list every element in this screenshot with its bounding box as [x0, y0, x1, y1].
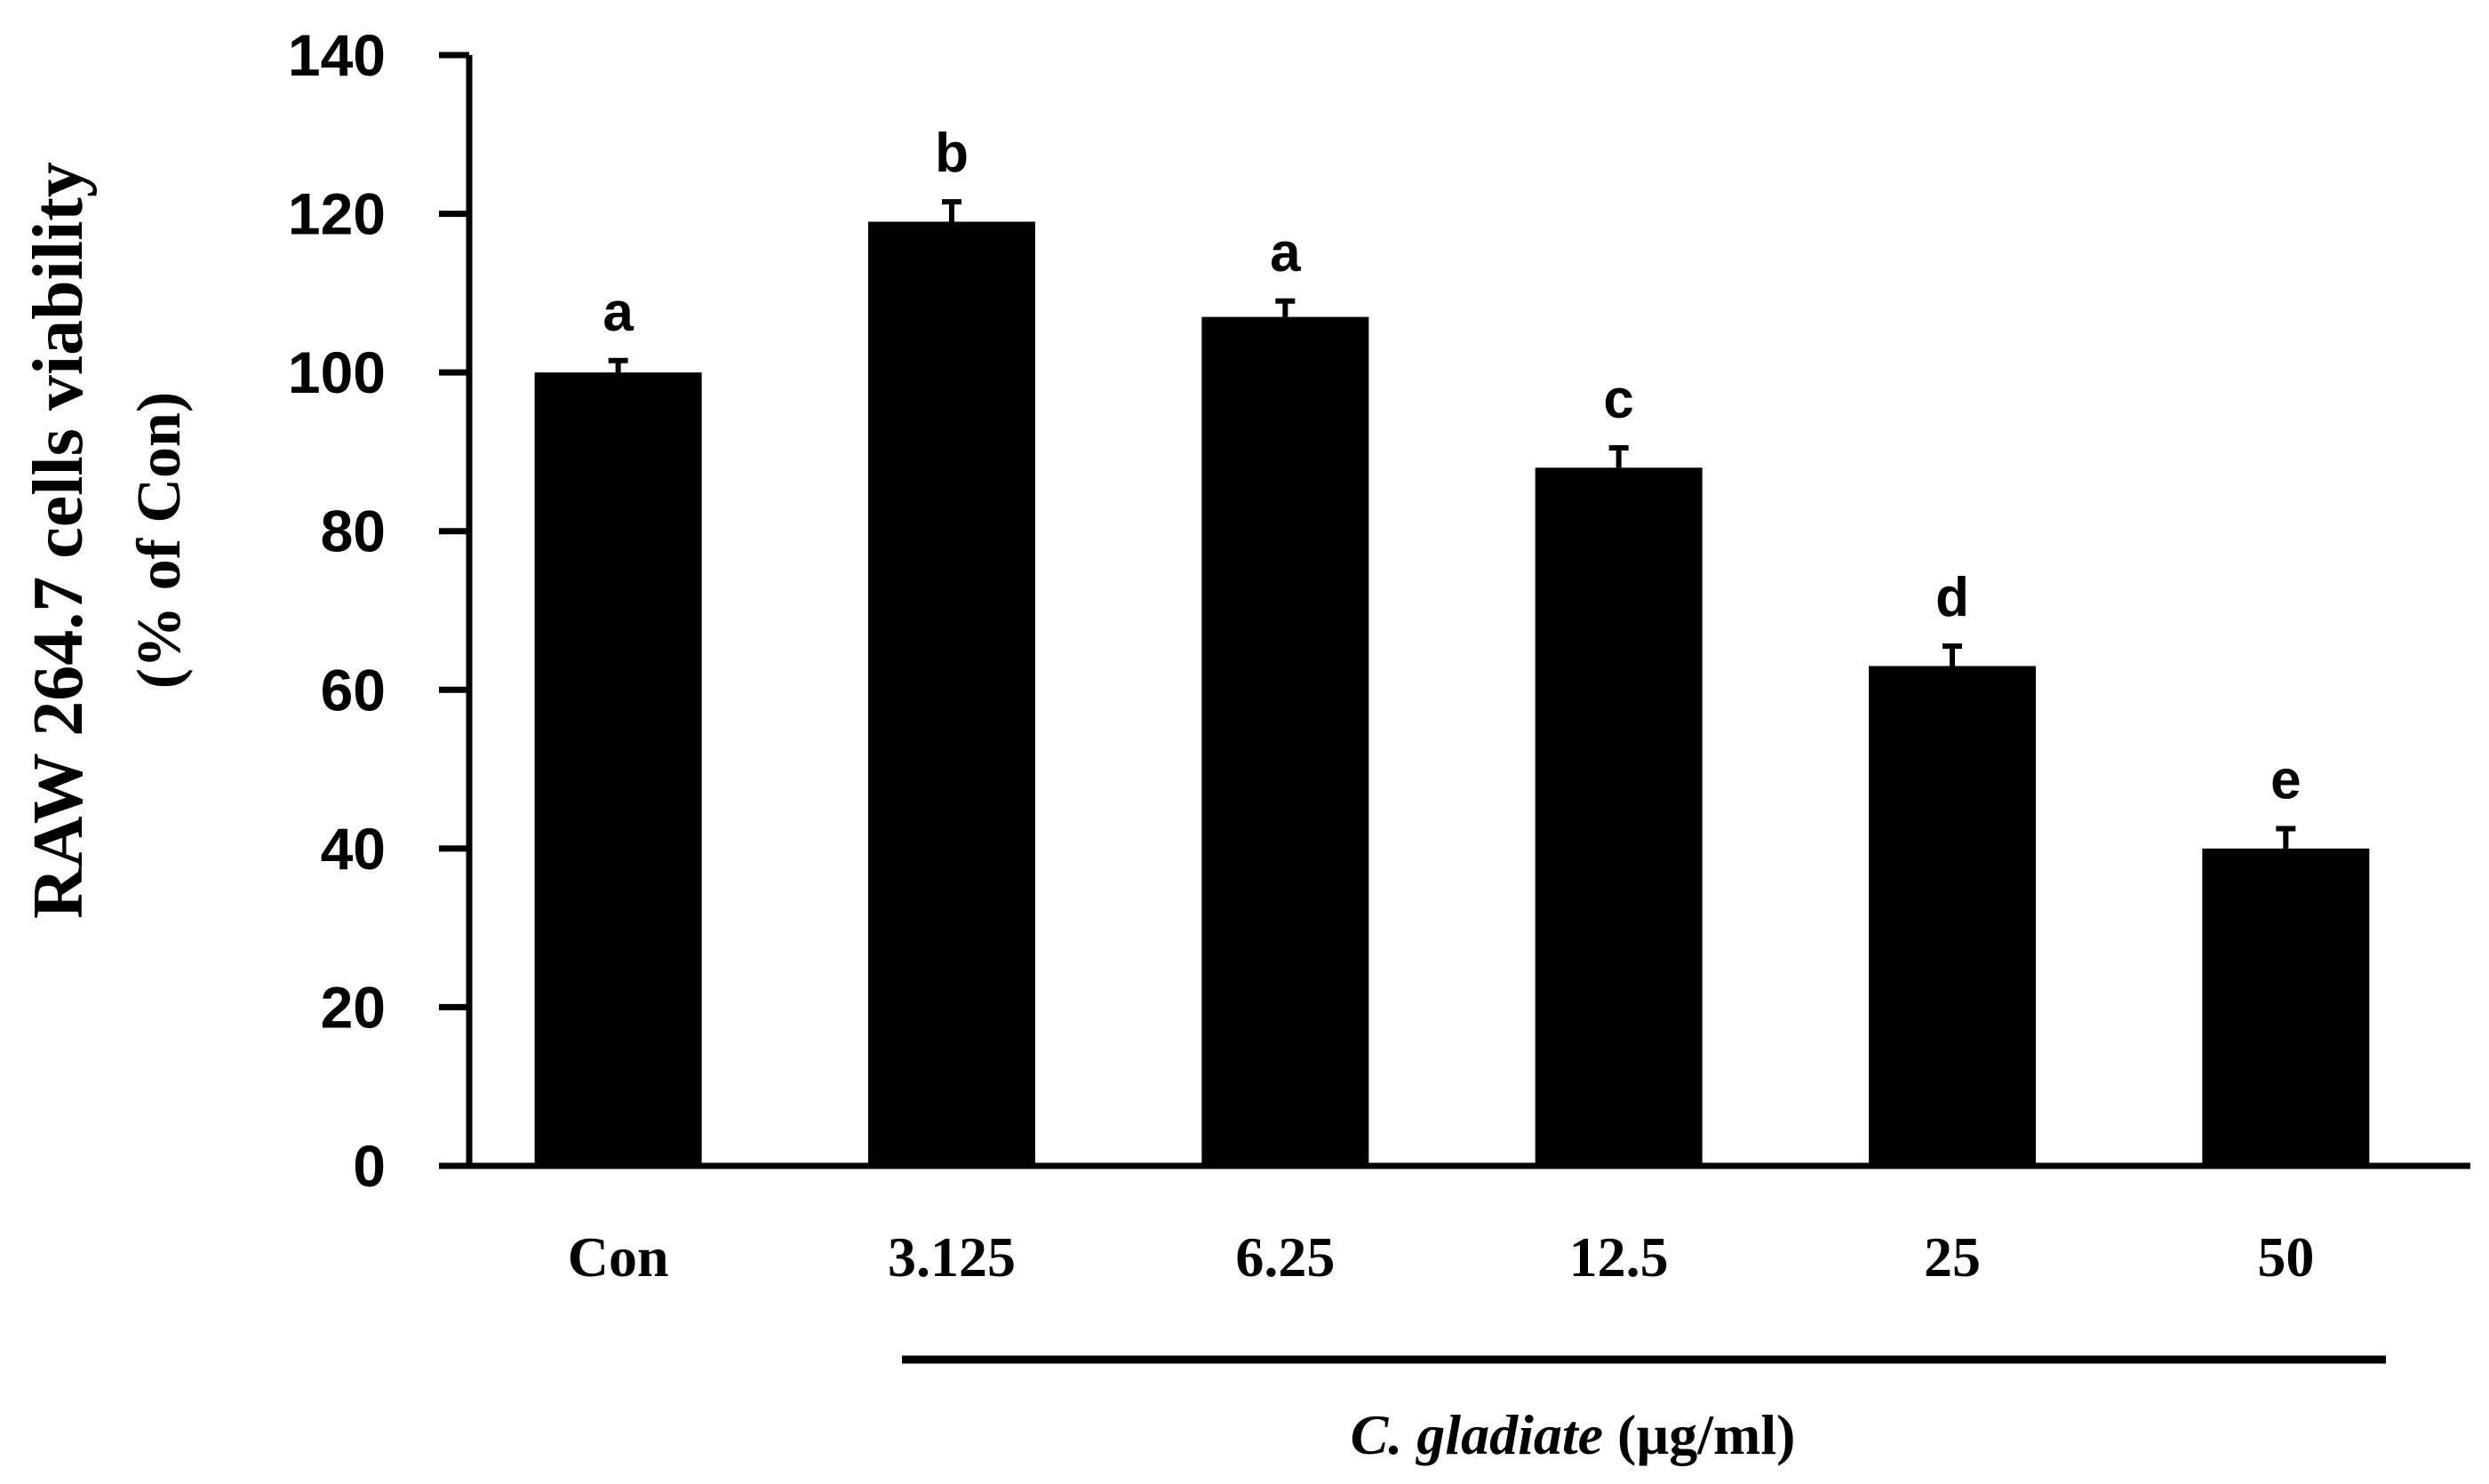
- y-tick-label: 60: [321, 657, 386, 722]
- axes: [466, 55, 2470, 1169]
- category-label: 12.5: [1569, 1225, 1669, 1289]
- y-tick-label: 140: [288, 22, 386, 88]
- bar: [1201, 316, 1369, 1167]
- bar: [868, 221, 1035, 1166]
- y-tick-label: 0: [353, 1133, 386, 1199]
- y-tick-label: 120: [288, 181, 386, 247]
- category-label: Con: [568, 1225, 669, 1289]
- bars: [534, 221, 2370, 1167]
- error-bars: [608, 199, 2296, 849]
- category-label: 3.125: [888, 1225, 1016, 1289]
- category-labels: Con 3.125 6.25 12.5 25 50: [568, 1225, 2315, 1289]
- x-axis-species: C. gladiate: [1351, 1403, 1603, 1466]
- bar: [2202, 848, 2370, 1166]
- y-tick-label: 20: [321, 974, 386, 1040]
- x-axis-label: C. gladiate (µg/ml): [1351, 1403, 1796, 1466]
- category-label: 25: [1924, 1225, 1981, 1289]
- y-tick-label: 80: [321, 499, 386, 564]
- y-axis-sublabel: (% of Con): [125, 392, 194, 689]
- bar: [1535, 467, 1703, 1166]
- category-label: 50: [2257, 1225, 2314, 1289]
- significance-label: a: [602, 282, 634, 343]
- y-tick-label: 40: [321, 816, 386, 882]
- y-tick-label: 100: [288, 339, 386, 405]
- y-axis-label: RAW 264.7 cells viability: [20, 162, 98, 919]
- x-axis-unit: (µg/ml): [1603, 1403, 1795, 1466]
- y-ticks: 0 20 40 60 80 100 120 140: [288, 22, 469, 1199]
- significance-label: d: [1935, 567, 1969, 628]
- bar: [534, 372, 702, 1167]
- significance-label: b: [935, 123, 969, 184]
- significance-label: c: [1603, 369, 1633, 430]
- significance-label: e: [2270, 750, 2301, 811]
- significance-label: a: [1270, 222, 1301, 283]
- category-label: 6.25: [1235, 1225, 1335, 1289]
- bar: [1869, 666, 2036, 1166]
- significance-labels: a b a c d e: [602, 123, 2301, 810]
